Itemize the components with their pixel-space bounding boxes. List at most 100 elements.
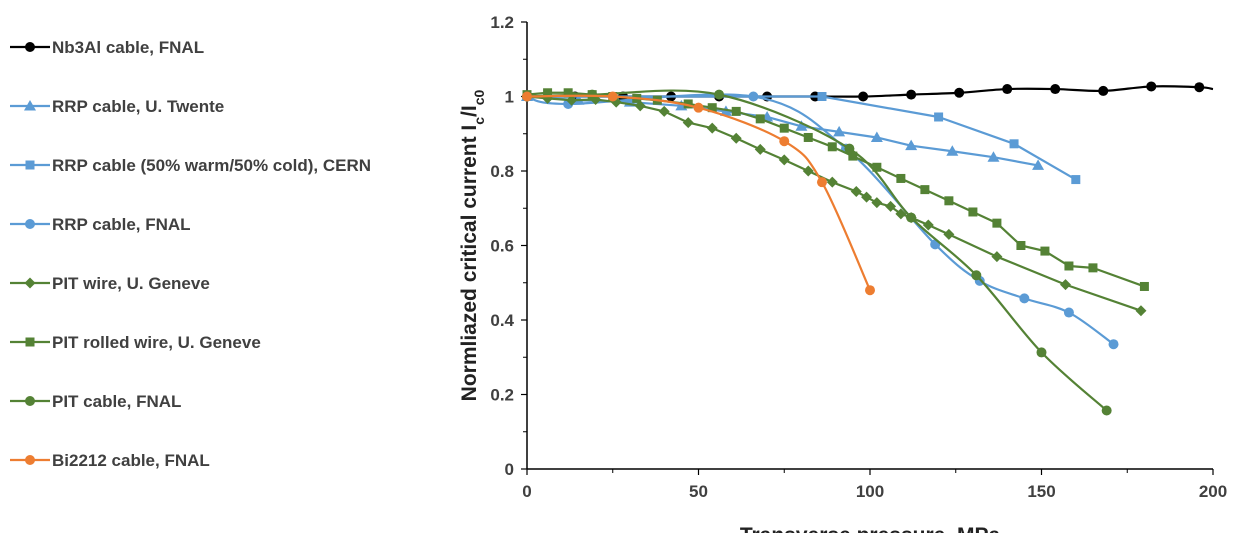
y-tick-label: 0 [505, 460, 514, 479]
data-point-pit-rolled-wire-u-geneve [707, 103, 717, 113]
data-point-rrp-cable-u-twente [987, 151, 1000, 162]
data-point-pit-rolled-wire-u-geneve [543, 88, 553, 98]
data-point-nb3al-cable-fnal [1098, 85, 1109, 96]
plot-series [521, 81, 1214, 416]
y-tick-label: 0.2 [490, 386, 514, 405]
data-point-pit-wire-u-geneve [885, 200, 897, 212]
data-point-nb3al-cable-fnal [906, 89, 917, 100]
data-point-pit-rolled-wire-u-geneve [779, 123, 789, 133]
data-point-pit-rolled-wire-u-geneve [992, 218, 1002, 228]
data-point-pit-rolled-wire-u-geneve [968, 207, 978, 217]
legend-marker [25, 455, 35, 465]
data-point-pit-wire-u-geneve [706, 122, 718, 134]
data-point-pit-rolled-wire-u-geneve [920, 185, 930, 195]
data-point-pit-wire-u-geneve [566, 94, 578, 106]
data-point-bi2212-cable-fnal [865, 285, 875, 296]
legend-item-bi2212-cable-fnal: Bi2212 cable, FNAL [10, 451, 210, 470]
data-point-pit-wire-u-geneve [778, 154, 790, 166]
data-point-rrp-cable-50-warm-50-cold-cern [1009, 139, 1019, 149]
data-point-pit-cable-fnal [587, 89, 598, 100]
data-point-pit-rolled-wire-u-geneve [563, 88, 573, 98]
data-point-rrp-cable-u-twente [1032, 159, 1045, 170]
legend-marker [24, 277, 36, 289]
data-point-pit-rolled-wire-u-geneve [731, 106, 741, 116]
series-line-bi2212-cable-fnal [526, 94, 872, 291]
data-point-pit-rolled-wire-u-geneve [1088, 263, 1098, 273]
data-point-pit-wire-u-geneve [730, 132, 742, 144]
data-point-pit-wire-u-geneve [850, 185, 862, 197]
plot-axes: 0 0.2 0.4 0.6 0.8 1 1.2 0 50 100 150 200 [490, 13, 1227, 501]
data-point-nb3al-cable-fnal [1146, 81, 1157, 92]
data-point-pit-wire-u-geneve [802, 165, 814, 177]
legend-item-nb3al-cable-fnal: Nb3Al cable, FNAL [10, 38, 204, 57]
x-axis-title: Transverse pressure, MPa [740, 524, 1001, 533]
series-line-pit-rolled-wire-u-geneve [526, 91, 1145, 288]
y-tick-label: 0.4 [490, 311, 514, 330]
data-point-rrp-cable-u-twente [905, 139, 918, 151]
data-point-rrp-cable-fnal [1019, 293, 1030, 304]
data-point-pit-cable-fnal [971, 270, 982, 281]
x-tick-label: 50 [689, 482, 708, 501]
x-tick-label: 100 [856, 482, 884, 501]
data-point-pit-wire-u-geneve [658, 105, 670, 117]
legend-marker [25, 160, 35, 170]
legend-label: PIT cable, FNAL [52, 392, 181, 411]
data-point-rrp-cable-u-twente [946, 145, 959, 156]
data-point-nb3al-cable-fnal [1050, 84, 1061, 95]
x-tick-label: 0 [522, 482, 531, 501]
data-point-nb3al-cable-fnal [1194, 82, 1205, 93]
data-point-bi2212-cable-fnal [522, 91, 532, 102]
data-point-rrp-cable-50-warm-50-cold-cern [934, 112, 944, 122]
legend-item-rrp-cable-fnal: RRP cable, FNAL [10, 215, 191, 234]
series-pit-rolled-wire-u-geneve [522, 88, 1149, 291]
data-point-pit-rolled-wire-u-geneve [1016, 241, 1026, 250]
legend-label: RRP cable, FNAL [52, 215, 191, 234]
data-point-pit-wire-u-geneve [922, 219, 934, 231]
y-axis-title: Normliazed critical current Ic/Ic0 [458, 89, 487, 401]
data-point-pit-rolled-wire-u-geneve [848, 151, 858, 161]
legend-item-pit-rolled-wire-u-geneve: PIT rolled wire, U. Geneve [10, 333, 261, 352]
y-tick-label: 0.8 [490, 162, 514, 181]
data-point-pit-rolled-wire-u-geneve [683, 99, 693, 109]
data-point-pit-rolled-wire-u-geneve [1064, 261, 1074, 271]
data-point-pit-cable-fnal [906, 212, 917, 223]
data-point-pit-wire-u-geneve [991, 251, 1003, 263]
legend-label: RRP cable, U. Twente [52, 97, 224, 116]
legend-marker [24, 100, 36, 111]
y-axis-title-main: Normliazed critical current I [458, 125, 481, 402]
data-point-pit-cable-fnal [714, 89, 725, 100]
legend-label: PIT rolled wire, U. Geneve [52, 333, 261, 352]
data-point-pit-rolled-wire-u-geneve [1139, 281, 1149, 291]
legend-item-rrp-cable-50-warm-50-cold-cern: RRP cable (50% warm/50% cold), CERN [10, 156, 371, 175]
data-point-rrp-cable-50-warm-50-cold-cern [1071, 175, 1081, 185]
legend-marker [25, 337, 35, 347]
legend-label: PIT wire, U. Geneve [52, 274, 210, 293]
series-line-pit-cable-fnal [526, 89, 1108, 412]
data-point-pit-rolled-wire-u-geneve [944, 196, 954, 206]
y-axis-title-sub2: c0 [471, 89, 487, 105]
data-point-rrp-cable-fnal [1063, 307, 1074, 318]
data-point-pit-rolled-wire-u-geneve [755, 114, 765, 124]
data-point-pit-cable-fnal [1101, 405, 1112, 416]
data-point-bi2212-cable-fnal [693, 102, 704, 113]
legend-label: Bi2212 cable, FNAL [52, 451, 210, 470]
data-point-pit-wire-u-geneve [682, 117, 694, 129]
legend-item-pit-cable-fnal: PIT cable, FNAL [10, 392, 181, 411]
x-tick-label: 200 [1199, 482, 1227, 501]
series-bi2212-cable-fnal [522, 91, 875, 296]
data-point-pit-cable-fnal [844, 143, 855, 154]
data-point-pit-wire-u-geneve [871, 197, 883, 209]
data-point-bi2212-cable-fnal [607, 91, 618, 102]
legend-item-pit-wire-u-geneve: PIT wire, U. Geneve [10, 274, 210, 293]
data-point-rrp-cable-fnal [1108, 339, 1119, 350]
data-point-rrp-cable-u-twente [795, 120, 808, 131]
data-point-pit-wire-u-geneve [1060, 279, 1072, 291]
data-point-pit-rolled-wire-u-geneve [827, 142, 837, 152]
series-line-pit-wire-u-geneve [526, 95, 1142, 312]
legend: Nb3Al cable, FNAL RRP cable, U. Twente RRP… [10, 38, 371, 470]
y-axis-title-slash: /I [458, 105, 481, 117]
legend-marker [25, 396, 35, 406]
data-point-rrp-cable-u-twente [870, 131, 883, 142]
legend-marker [25, 219, 35, 229]
